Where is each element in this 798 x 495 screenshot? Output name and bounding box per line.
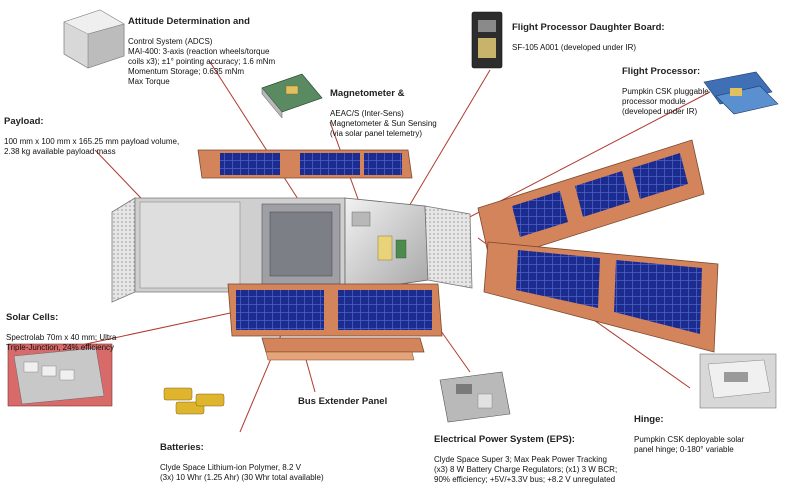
adcs-photo (63, 9, 125, 69)
label-batteries: Batteries: Clyde Space Lithium-ion Polym… (160, 432, 390, 493)
label-magnetometer-title: Magnetometer & (330, 88, 405, 99)
label-adcs: Attitude Determination and Control Syste… (128, 6, 318, 97)
label-hinge: Hinge: Pumpkin CSK deployable solar pane… (634, 404, 794, 465)
label-payload-body: 100 mm x 100 mm x 165.25 mm payload volu… (4, 137, 180, 156)
label-payload: Payload: 100 mm x 100 mm x 165.25 mm pay… (4, 106, 219, 167)
callout-line-adcs (209, 61, 306, 211)
deployed-panel-upper (477, 139, 705, 263)
satellite-chassis (111, 197, 473, 303)
label-eps-title: Electrical Power System (EPS): (434, 434, 575, 445)
solar-panel-top (197, 149, 413, 179)
solar-cells-photo (7, 343, 113, 407)
label-payload-title: Payload: (4, 116, 44, 127)
label-hinge-title: Hinge: (634, 414, 664, 425)
magnetometer-photo (261, 73, 323, 119)
label-solar-cells-body: Spectrolab 70m x 40 mm; Ultra Triple-Jun… (6, 333, 117, 352)
label-bus-extender: Bus Extender Panel (298, 386, 418, 417)
hinge-photo (699, 353, 777, 409)
daughter-board-photo (471, 11, 503, 69)
label-flight-processor: Flight Processor: Pumpkin CSK pluggable … (622, 56, 792, 127)
label-solar-cells: Solar Cells: Spectrolab 70m x 40 mm; Ult… (6, 302, 156, 363)
label-batteries-title: Batteries: (160, 442, 204, 453)
bus-extender-panel (261, 337, 425, 361)
label-flight-processor-body: Pumpkin CSK pluggable processor module (… (622, 87, 709, 116)
label-magnetometer: Magnetometer & AEAC/S (Inter-Sens) Magne… (330, 78, 480, 149)
flight-processor-photo (703, 71, 779, 115)
batteries-photo (163, 387, 225, 415)
label-batteries-body: Clyde Space Lithium-ion Polymer, 8.2 V (… (160, 463, 324, 482)
label-magnetometer-body: AEAC/S (Inter-Sens) Magnetometer & Sun S… (330, 109, 437, 138)
label-eps-body: Clyde Space Super 3; Max Peak Power Trac… (434, 455, 618, 484)
cubesat-diagram (7, 9, 779, 433)
label-adcs-title: Attitude Determination and (128, 16, 250, 27)
label-solar-cells-title: Solar Cells: (6, 312, 59, 323)
label-hinge-body: Pumpkin CSK deployable solar panel hinge… (634, 435, 745, 454)
label-daughter-board-title: Flight Processor Daughter Board: (512, 22, 665, 33)
label-daughter-board-body: SF-105 A001 (developed under IR) (512, 43, 637, 52)
label-flight-processor-title: Flight Processor: (622, 66, 701, 77)
callout-line-cells (57, 311, 236, 351)
label-bus-extender-title: Bus Extender Panel (298, 396, 388, 407)
solar-panel-bottom (227, 283, 443, 337)
label-eps: Electrical Power System (EPS): Clyde Spa… (434, 424, 654, 495)
label-adcs-body: Control System (ADCS) MAI-400: 3-axis (r… (128, 37, 276, 86)
deployed-panel-lower (483, 241, 719, 353)
label-daughter-board: Flight Processor Daughter Board: SF-105 … (512, 12, 712, 63)
eps-photo (439, 371, 511, 423)
